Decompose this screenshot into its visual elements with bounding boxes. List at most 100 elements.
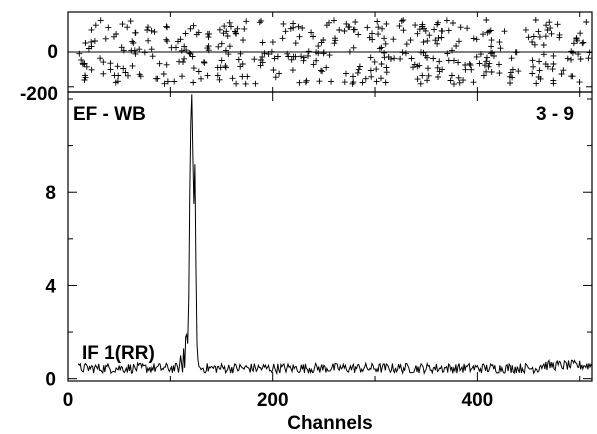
residual-point xyxy=(89,27,95,33)
residual-point xyxy=(191,65,197,71)
residual-point xyxy=(328,79,334,85)
residual-point xyxy=(152,29,158,35)
residual-point xyxy=(343,71,349,77)
residual-point xyxy=(222,63,228,69)
residual-point xyxy=(400,27,406,33)
residual-point xyxy=(502,28,508,34)
residual-point xyxy=(132,30,138,36)
residual-point xyxy=(163,23,169,29)
residual-point xyxy=(583,19,589,25)
residual-point xyxy=(471,79,477,85)
residual-y-tick-label: 0 xyxy=(47,42,58,63)
residual-point xyxy=(372,59,378,65)
residual-point xyxy=(468,62,474,68)
residual-point xyxy=(578,56,584,62)
residual-point xyxy=(464,25,470,31)
residual-point xyxy=(381,35,387,41)
residual-point xyxy=(107,60,113,66)
residual-point xyxy=(451,81,457,87)
residual-point xyxy=(98,17,104,23)
residual-point xyxy=(419,73,425,79)
spectrum-panel-frame xyxy=(68,92,592,381)
residual-point xyxy=(404,41,410,47)
residual-point xyxy=(383,21,389,27)
residual-point xyxy=(426,32,432,38)
residual-point xyxy=(533,17,539,23)
residual-point xyxy=(368,68,374,74)
residual-point xyxy=(456,38,462,44)
residual-point xyxy=(206,31,212,37)
residual-point xyxy=(529,39,535,45)
residual-point xyxy=(391,55,397,61)
residual-point xyxy=(336,27,342,33)
residual-point xyxy=(276,71,282,77)
residual-point xyxy=(577,30,583,36)
residual-point xyxy=(304,78,310,84)
residual-point xyxy=(580,40,586,46)
residual-point xyxy=(426,73,432,79)
residual-point xyxy=(321,49,327,55)
residual-point xyxy=(383,80,389,86)
residual-point xyxy=(408,37,414,43)
residual-point xyxy=(100,71,106,77)
residual-point xyxy=(446,28,452,34)
residual-point xyxy=(201,59,207,65)
residual-point xyxy=(535,29,541,35)
residual-point xyxy=(252,81,258,87)
residual-point xyxy=(509,55,515,61)
y-tick-labels: 0 4 8 xyxy=(45,183,56,390)
spectrum-line xyxy=(78,94,592,373)
residual-point xyxy=(233,81,239,87)
residual-point xyxy=(303,79,309,85)
residual-point xyxy=(164,62,170,68)
x-tick-label: 400 xyxy=(462,390,494,411)
residual-point xyxy=(474,54,480,60)
residual-point xyxy=(467,61,473,67)
residual-point xyxy=(436,58,442,64)
residual-point xyxy=(145,24,151,30)
residual-point xyxy=(531,34,537,40)
residual-point xyxy=(270,39,276,45)
y-tick-label: 4 xyxy=(45,276,56,297)
residual-point xyxy=(355,32,361,38)
residual-point xyxy=(236,57,242,63)
residual-point xyxy=(188,26,194,32)
residual-point xyxy=(356,66,362,72)
residual-point xyxy=(315,43,321,49)
residual-point xyxy=(306,48,312,54)
residual-point xyxy=(497,39,503,45)
residual-point xyxy=(550,53,556,59)
residual-point xyxy=(474,36,480,42)
residual-point xyxy=(227,20,233,26)
residual-point xyxy=(316,78,322,84)
residual-point xyxy=(430,56,436,62)
residual-point xyxy=(241,26,247,32)
residual-point xyxy=(318,68,324,74)
residual-point xyxy=(257,19,263,25)
residual-point xyxy=(145,38,151,44)
residual-point xyxy=(228,24,234,30)
residual-point xyxy=(161,71,167,77)
residual-point xyxy=(273,74,279,80)
residual-point xyxy=(368,54,374,60)
residual-point xyxy=(280,21,286,27)
residual-point xyxy=(415,76,421,82)
residual-point xyxy=(198,76,204,82)
residual-point xyxy=(550,61,556,67)
residual-point xyxy=(341,28,347,34)
residual-point xyxy=(163,37,169,43)
residual-point xyxy=(400,49,406,55)
residual-point xyxy=(379,61,385,67)
residual-point xyxy=(190,80,196,86)
residual-point xyxy=(217,27,223,33)
residual-point xyxy=(149,46,155,52)
residual-point xyxy=(142,49,148,55)
residual-y-tick-label: -200 xyxy=(20,84,58,105)
residual-point xyxy=(537,67,543,73)
residual-point xyxy=(296,80,302,86)
residual-point xyxy=(149,28,155,34)
residual-point xyxy=(347,49,353,55)
residual-point xyxy=(489,69,495,75)
residual-point xyxy=(373,66,379,72)
residual-point xyxy=(364,25,370,31)
